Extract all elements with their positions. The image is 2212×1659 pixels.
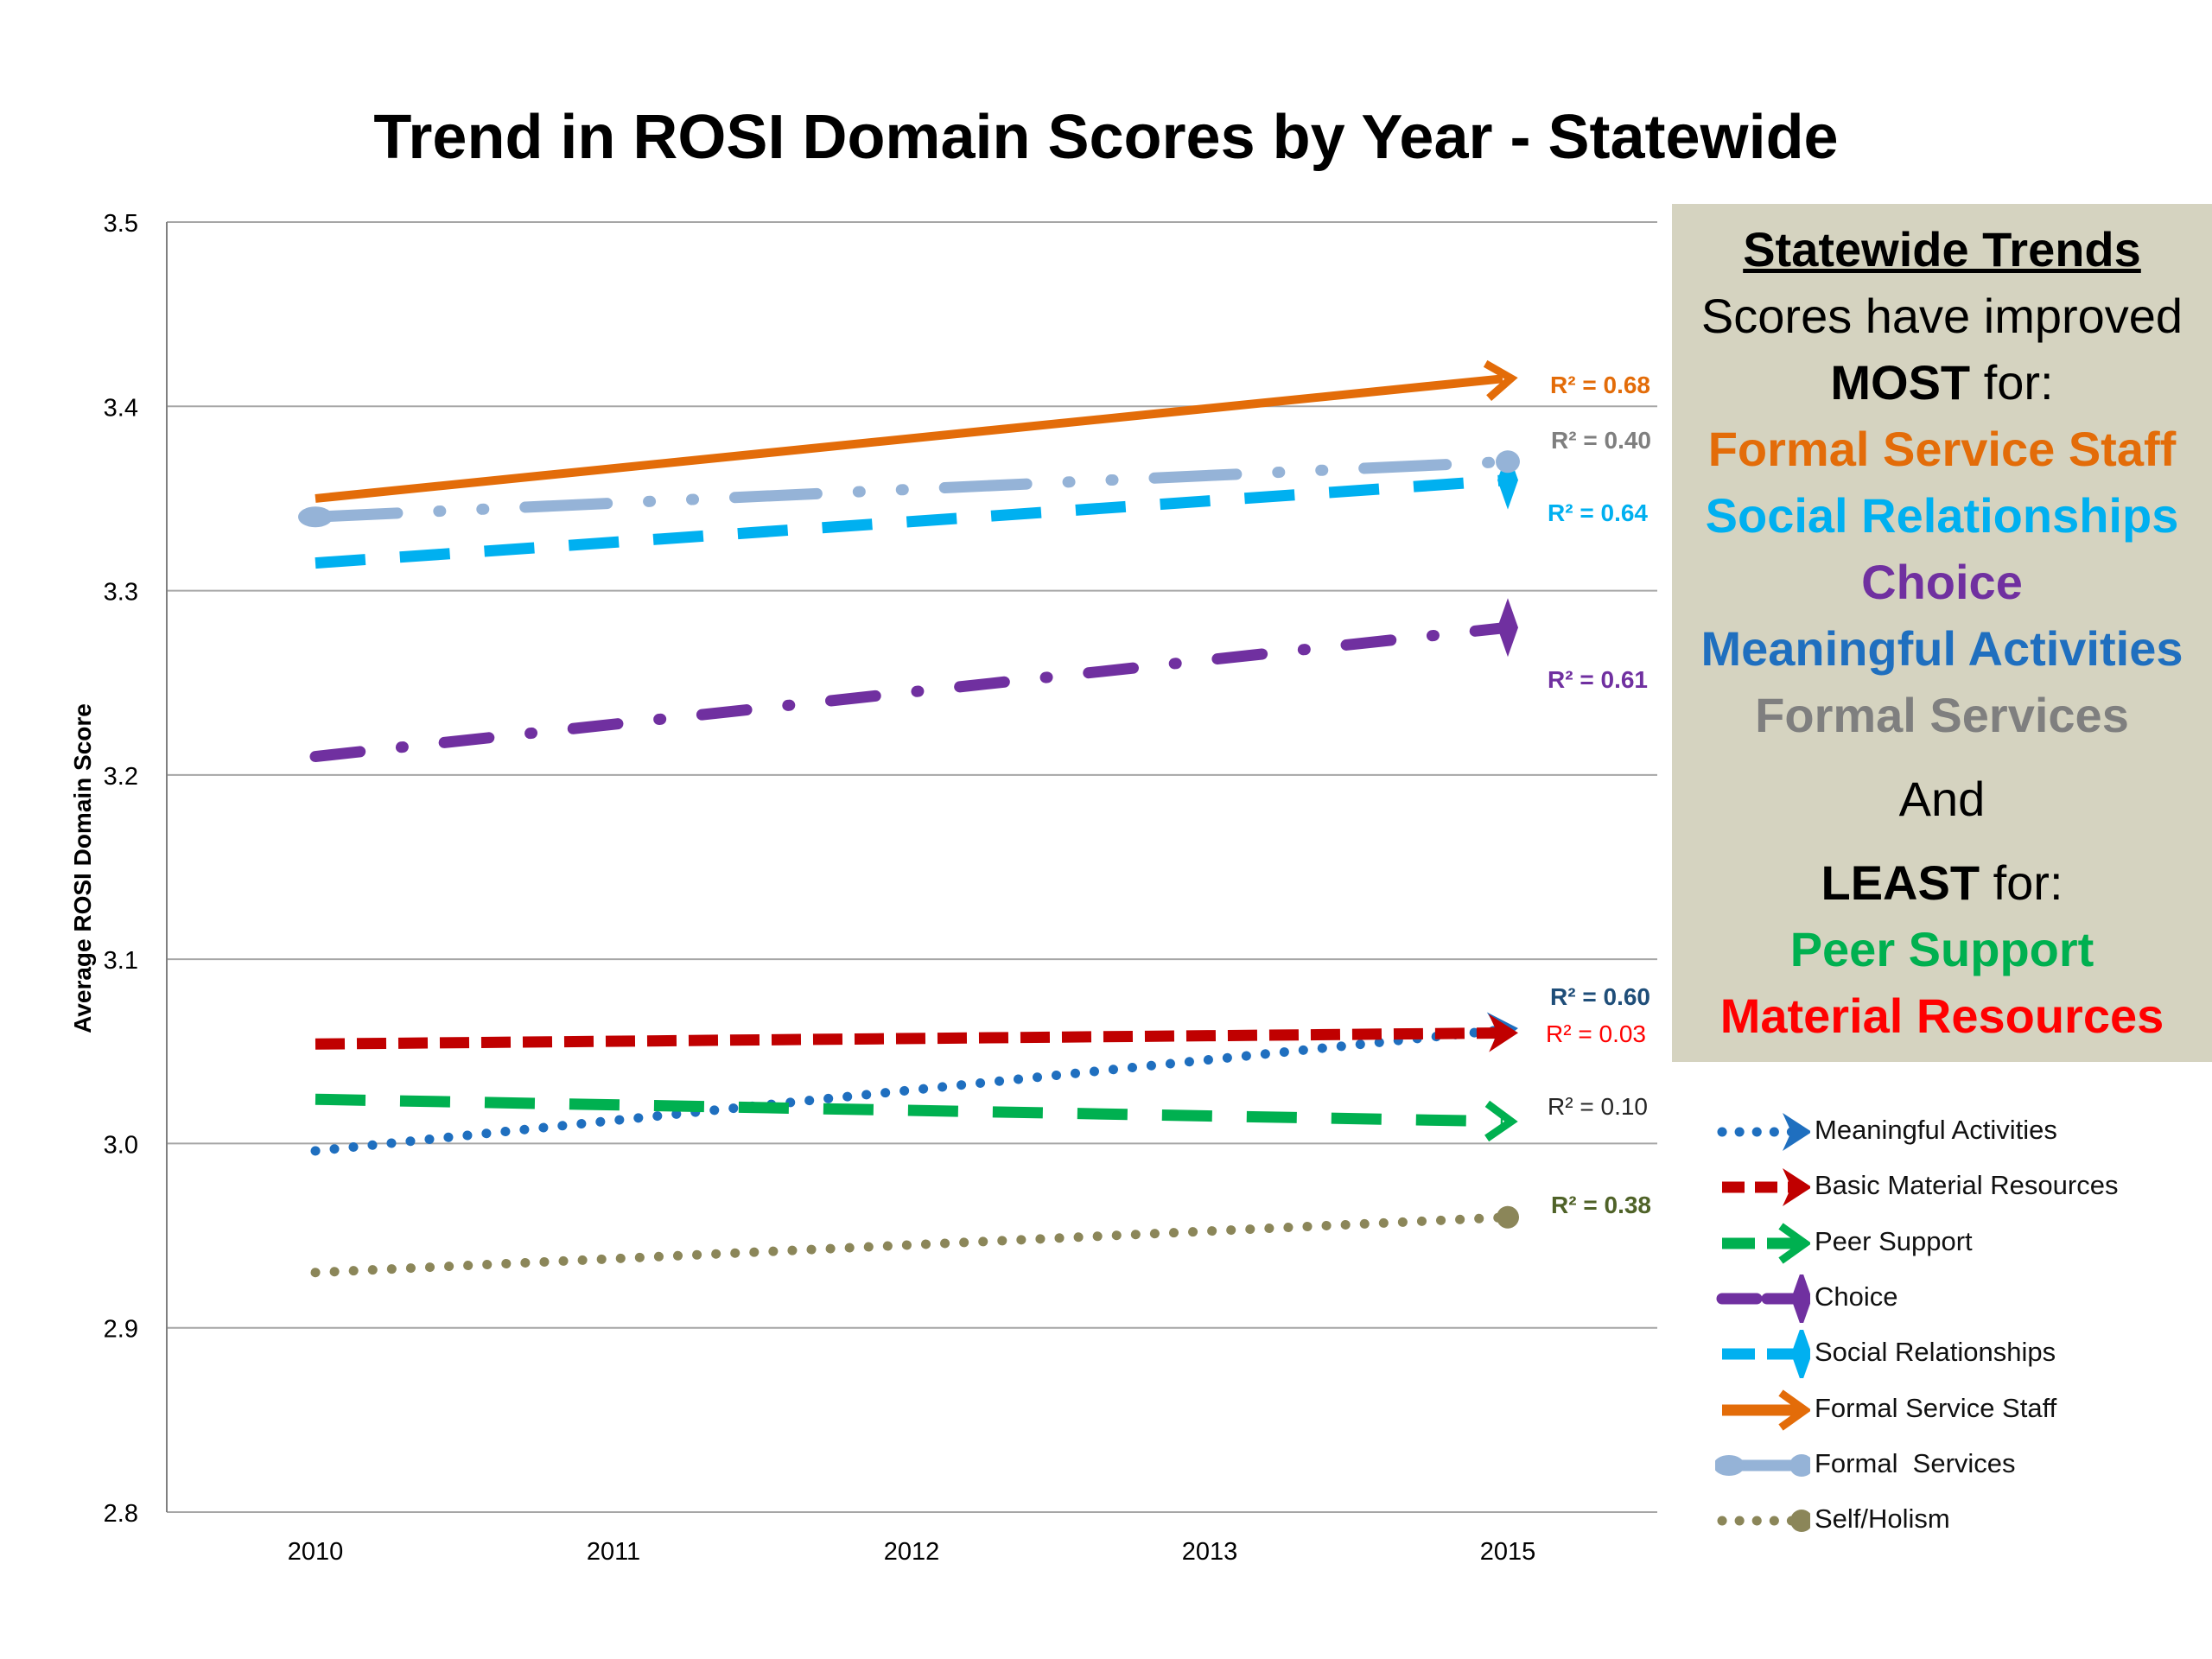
legend-label: Formal Service Staff [1815, 1392, 2057, 1423]
least-improved-list: Peer Support Material Resources [1672, 916, 2212, 1049]
legend-swatch-marker [1783, 1113, 1810, 1151]
legend-label: Social Relationships [1815, 1337, 2056, 1368]
series-end-marker [1483, 359, 1518, 401]
most-for: for: [1970, 355, 2054, 410]
r-squared-label: R² = 0.68 [1550, 372, 1650, 398]
r-squared-label: R² = 0.61 [1548, 666, 1648, 693]
x-tick-label: 2010 [288, 1538, 344, 1566]
r-squared-label: R² = 0.03 [1546, 1020, 1646, 1047]
legend-swatch [1717, 1113, 1810, 1151]
legend-swatch-marker [1789, 1453, 1810, 1477]
series-line [315, 1093, 1503, 1128]
r-squared-label: R² = 0.64 [1548, 499, 1648, 526]
series-end-marker [1488, 1014, 1518, 1052]
r-squared-label: R² = 0.60 [1550, 983, 1650, 1010]
least-for: for: [1980, 855, 2063, 910]
series-line [309, 621, 1514, 763]
legend-item: Meaningful Activities [1715, 1108, 2212, 1156]
trend-category: Formal Service Staff [1707, 422, 2177, 476]
trends-most-line: MOST for: [1672, 349, 2212, 416]
legend-label: Self/Holism [1815, 1503, 1950, 1535]
y-tick-label: 3.2 [104, 763, 138, 791]
legend-swatch-marker [1791, 1330, 1810, 1379]
legend-swatch-marker [1790, 1510, 1810, 1533]
trends-and: And [1898, 772, 1986, 826]
legend-item: Formal Service Staff [1715, 1386, 2212, 1434]
series-line [315, 1027, 1509, 1050]
legend-item: Social Relationships [1715, 1330, 2212, 1379]
series-end-marker [1497, 598, 1518, 658]
trends-least-line: LEAST for: [1672, 849, 2212, 916]
legend-swatch-marker [1778, 1222, 1810, 1264]
legend-swatch-marker [1783, 1168, 1810, 1207]
trend-category: Choice [1861, 555, 2023, 609]
y-tick-label: 3.5 [104, 210, 138, 238]
trend-category: Material Resources [1719, 988, 2164, 1043]
legend-swatch-start [1715, 1454, 1745, 1476]
legend-swatch [1722, 1222, 1810, 1264]
legend-swatch [1722, 1389, 1810, 1431]
r-squared-label: R² = 0.10 [1548, 1093, 1648, 1120]
legend-swatch [1717, 1510, 1810, 1533]
least-label: LEAST [1821, 855, 1980, 910]
legend-swatch [1716, 1274, 1810, 1323]
y-tick-label: 2.9 [104, 1316, 138, 1344]
series-end-marker [1497, 1205, 1519, 1229]
r-squared-label: R² = 0.38 [1551, 1192, 1651, 1218]
y-tick-label: 2.8 [104, 1500, 138, 1528]
trend-category: Social Relationships [1705, 488, 2179, 543]
x-tick-label: 2013 [1182, 1538, 1238, 1566]
chart-title: Trend in ROSI Domain Scores by Year - St… [373, 103, 1839, 172]
y-tick-label: 3.4 [104, 394, 138, 422]
trends-heading: Statewide Trends [1743, 222, 2141, 276]
r-squared-label: R² = 0.40 [1551, 427, 1651, 454]
legend-swatch-marker [1791, 1274, 1810, 1323]
x-tick-label: 2011 [587, 1538, 640, 1566]
legend-swatch [1722, 1168, 1810, 1207]
legend-label: Peer Support [1815, 1225, 1973, 1256]
trend-category: Peer Support [1789, 922, 2094, 976]
legend-swatch [1715, 1453, 1810, 1477]
legend-label: Meaningful Activities [1815, 1115, 2057, 1145]
most-label: MOST [1830, 355, 1971, 410]
series-end-marker [1496, 450, 1520, 474]
legend-label: Formal Services [1815, 1447, 2016, 1478]
legend-item: Self/Holism [1715, 1497, 2212, 1545]
legend-label: Basic Material Resources [1815, 1170, 2119, 1201]
legend-swatch [1722, 1330, 1810, 1379]
series-start-marker [298, 506, 333, 528]
legend-swatch-marker [1778, 1389, 1810, 1431]
series-line [315, 474, 1509, 569]
x-tick-label: 2012 [884, 1538, 940, 1566]
legend-label: Choice [1815, 1281, 1898, 1312]
legend-item: Choice [1715, 1274, 2212, 1323]
legend-item: Formal Services [1715, 1441, 2212, 1490]
series-line [315, 374, 1503, 503]
most-improved-list: Formal Service Staff Social Relationships… [1672, 416, 2212, 748]
legend-item: Basic Material Resources [1715, 1163, 2212, 1211]
y-tick-label: 3.0 [104, 1131, 138, 1159]
series-end-marker [1484, 1100, 1518, 1142]
series-line [310, 1212, 1513, 1278]
trend-category: Meaningful Activities [1700, 621, 2183, 676]
y-tick-label: 3.1 [104, 947, 138, 975]
trend-category: Formal Services [1755, 688, 2129, 742]
x-tick-label: 2015 [1480, 1538, 1536, 1566]
trends-intro: Scores have improved [1700, 289, 2183, 343]
legend-item: Peer Support [1715, 1219, 2212, 1268]
statewide-trends-box: Statewide Trends Scores have improved MO… [1672, 204, 2212, 1062]
y-tick-label: 3.3 [104, 579, 138, 607]
